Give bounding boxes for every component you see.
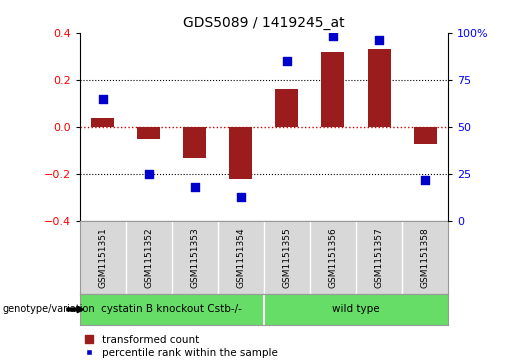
Text: GSM1151357: GSM1151357 bbox=[374, 227, 384, 288]
Title: GDS5089 / 1419245_at: GDS5089 / 1419245_at bbox=[183, 16, 345, 30]
Point bbox=[191, 184, 199, 190]
Text: GSM1151358: GSM1151358 bbox=[421, 227, 430, 288]
Point bbox=[145, 171, 153, 177]
Point bbox=[99, 96, 107, 102]
Bar bbox=[91, 118, 114, 127]
Bar bbox=[229, 127, 252, 179]
Bar bbox=[368, 49, 390, 127]
Point bbox=[237, 194, 245, 200]
Point bbox=[421, 177, 429, 183]
Bar bbox=[138, 127, 160, 139]
Bar bbox=[183, 127, 207, 158]
Text: GSM1151353: GSM1151353 bbox=[191, 227, 199, 288]
Bar bbox=[276, 89, 299, 127]
Text: GSM1151355: GSM1151355 bbox=[282, 227, 291, 288]
Text: cystatin B knockout Cstb-/-: cystatin B knockout Cstb-/- bbox=[101, 305, 243, 314]
Bar bbox=[414, 127, 437, 144]
Text: GSM1151356: GSM1151356 bbox=[329, 227, 337, 288]
Text: genotype/variation: genotype/variation bbox=[3, 305, 95, 314]
Text: GSM1151354: GSM1151354 bbox=[236, 227, 246, 288]
Text: GSM1151351: GSM1151351 bbox=[98, 227, 107, 288]
Point bbox=[375, 37, 383, 43]
Point bbox=[283, 58, 291, 64]
Legend: transformed count, percentile rank within the sample: transformed count, percentile rank withi… bbox=[85, 335, 278, 358]
Bar bbox=[321, 52, 345, 127]
Text: wild type: wild type bbox=[332, 305, 380, 314]
Point bbox=[329, 33, 337, 39]
Text: GSM1151352: GSM1151352 bbox=[144, 227, 153, 288]
